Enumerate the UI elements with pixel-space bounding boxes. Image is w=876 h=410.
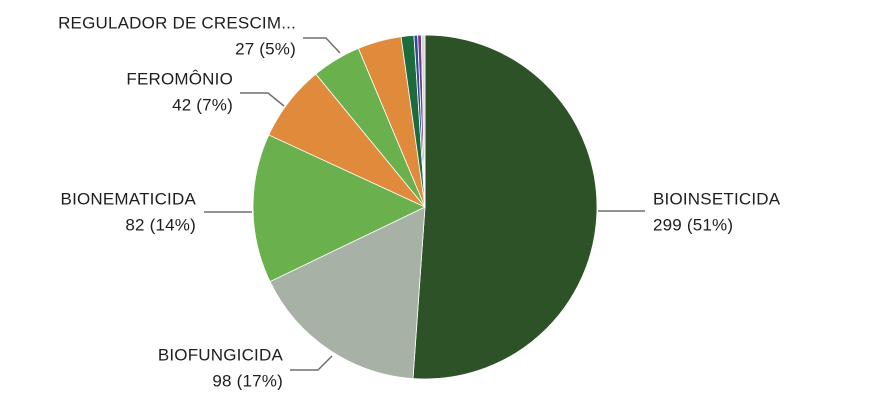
slice-label: BIOINSETICIDA [653, 189, 781, 208]
slice-label: BIONEMATICIDA [61, 189, 197, 208]
pie-slice [252, 134, 426, 283]
leader-line [303, 37, 341, 54]
slice-label: BIOFUNGICIDA [158, 345, 284, 364]
leader-line [240, 92, 285, 107]
pie [252, 34, 598, 380]
slice-value-label: 98 (17%) [212, 371, 283, 390]
pie-slice [269, 206, 426, 380]
leader-line [290, 355, 333, 371]
pie-slice [420, 34, 426, 208]
pie-slice [412, 34, 598, 380]
slice-label: FEROMÔNIO [126, 69, 233, 88]
slice-value-label: 82 (14%) [125, 215, 196, 234]
labels: BIOINSETICIDA 299 (51%) BIOFUNGICIDA 98 (17… [58, 13, 781, 390]
slice-value-label: 299 (51%) [653, 215, 733, 234]
slice-label: REGULADOR DE CRESCIM... [58, 13, 296, 32]
slice-value-label: 42 (7%) [172, 95, 233, 114]
slice-value-label: 27 (5%) [235, 39, 296, 58]
